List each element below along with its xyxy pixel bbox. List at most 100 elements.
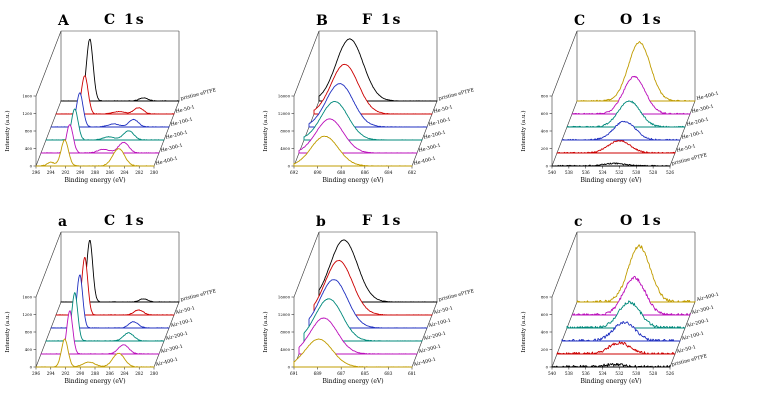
svg-text:He-50-1: He-50-1: [175, 104, 195, 115]
svg-text:Air-50-1: Air-50-1: [174, 305, 196, 316]
svg-text:12000: 12000: [278, 111, 291, 116]
panel-title: O 1s: [620, 12, 663, 28]
waterfall-plot-A: 0 400 800 1200 1600 296 294 292 290 288 286 284 282 2…: [0, 0, 258, 201]
svg-text:538: 538: [565, 371, 573, 376]
svg-text:294: 294: [47, 170, 55, 175]
svg-text:400: 400: [541, 128, 549, 133]
svg-text:526: 526: [666, 170, 674, 175]
svg-text:686: 686: [361, 170, 369, 175]
svg-text:Air-200-1: Air-200-1: [685, 318, 709, 330]
svg-text:Air-100-1: Air-100-1: [169, 318, 193, 330]
svg-text:534: 534: [599, 170, 607, 175]
svg-text:He-300-1: He-300-1: [691, 104, 714, 115]
svg-text:Binding energy (eV): Binding energy (eV): [322, 177, 383, 184]
svg-text:1200: 1200: [22, 111, 32, 116]
waterfall-svg: 0 4000 8000 12000 16000 691 689 687 685 683 681 Bin…: [262, 231, 475, 385]
svg-text:Intensity (a.u.): Intensity (a.u.): [520, 312, 527, 353]
svg-text:530: 530: [632, 170, 640, 175]
svg-text:800: 800: [541, 93, 549, 98]
svg-text:pristine ePTFE: pristine ePTFE: [180, 288, 217, 303]
svg-text:0: 0: [288, 364, 291, 369]
svg-text:He-200-1: He-200-1: [423, 130, 446, 141]
waterfall-svg: 0 200 400 600 800 540 538 536 534 532 530 528 526 Bin…: [520, 30, 719, 184]
svg-text:296: 296: [32, 170, 40, 175]
svg-text:681: 681: [408, 371, 416, 376]
svg-text:800: 800: [25, 128, 33, 133]
svg-text:Intensity (a.u.): Intensity (a.u.): [262, 312, 269, 353]
svg-text:600: 600: [541, 312, 549, 317]
svg-text:1600: 1600: [22, 93, 32, 98]
svg-text:800: 800: [25, 329, 33, 334]
svg-text:He-50-1: He-50-1: [433, 104, 453, 115]
panel-letter: C: [574, 13, 586, 29]
panel-letter: a: [58, 214, 68, 230]
svg-text:16000: 16000: [278, 294, 291, 299]
svg-text:690: 690: [314, 170, 322, 175]
svg-text:pristine ePTFE: pristine ePTFE: [438, 87, 475, 102]
panel-letter: A: [58, 13, 69, 29]
svg-text:687: 687: [337, 371, 345, 376]
svg-text:Intensity (a.u.): Intensity (a.u.): [4, 312, 11, 353]
svg-text:Air-100-1: Air-100-1: [427, 318, 451, 330]
waterfall-plot-a: 0 400 800 1200 1600 296 294 292 290 288 286 284 282 2…: [0, 201, 258, 402]
svg-text:4000: 4000: [280, 146, 290, 151]
svg-text:284: 284: [121, 170, 129, 175]
svg-text:4000: 4000: [280, 347, 290, 352]
svg-text:Intensity (a.u.): Intensity (a.u.): [262, 111, 269, 152]
panel-letter: b: [316, 214, 326, 230]
panel-a-c1s-air: a C 1s 0 400 800 1200 1600 296 294 292 290 288 286…: [0, 201, 258, 402]
svg-text:He-100-1: He-100-1: [681, 130, 704, 141]
svg-text:0: 0: [546, 163, 549, 168]
svg-text:600: 600: [541, 111, 549, 116]
svg-text:288: 288: [91, 170, 99, 175]
waterfall-plot-c: 0 200 400 600 800 540 538 536 534 532 530 528 526 Bin…: [516, 201, 774, 402]
svg-text:536: 536: [582, 170, 590, 175]
svg-text:0: 0: [30, 163, 33, 168]
svg-text:Intensity (a.u.): Intensity (a.u.): [4, 111, 11, 152]
svg-text:He-100-1: He-100-1: [428, 117, 451, 128]
svg-text:294: 294: [47, 371, 55, 376]
panel-title: F 1s: [362, 12, 403, 28]
svg-text:400: 400: [25, 347, 33, 352]
waterfall-plot-b: 0 4000 8000 12000 16000 691 689 687 685 683 681 Bin…: [258, 201, 516, 402]
panel-title: O 1s: [620, 213, 663, 229]
svg-text:Intensity (a.u.): Intensity (a.u.): [520, 111, 527, 152]
svg-text:Air-400-1: Air-400-1: [412, 357, 436, 369]
svg-text:540: 540: [548, 371, 556, 376]
svg-text:0: 0: [30, 364, 33, 369]
svg-text:532: 532: [615, 371, 623, 376]
svg-text:280: 280: [150, 371, 158, 376]
svg-text:Air-300-1: Air-300-1: [159, 344, 183, 356]
svg-text:286: 286: [106, 371, 114, 376]
waterfall-plot-B: 0 4000 8000 12000 16000 692 690 688 686 684 682 Bin…: [258, 0, 516, 201]
svg-text:Binding energy (eV): Binding energy (eV): [580, 378, 641, 385]
svg-text:Air-200-1: Air-200-1: [164, 331, 188, 343]
svg-text:He-50-1: He-50-1: [676, 143, 696, 154]
svg-text:He-200-1: He-200-1: [165, 130, 188, 141]
panel-title: C 1s: [104, 12, 146, 28]
svg-text:Air-300-1: Air-300-1: [417, 344, 441, 356]
svg-text:Air-200-1: Air-200-1: [422, 331, 446, 343]
svg-text:Binding energy (eV): Binding energy (eV): [322, 378, 383, 385]
svg-text:1600: 1600: [22, 294, 32, 299]
panel-letter: c: [574, 214, 583, 230]
panel-B-f1s-he: B F 1s 0 4000 8000 12000 16000 692 690 688 686 68…: [258, 0, 516, 201]
svg-text:540: 540: [548, 170, 556, 175]
svg-text:1200: 1200: [22, 312, 32, 317]
svg-text:528: 528: [649, 170, 657, 175]
svg-text:He-200-1: He-200-1: [686, 117, 709, 128]
svg-text:800: 800: [541, 294, 549, 299]
svg-text:684: 684: [384, 170, 392, 175]
waterfall-svg: 0 4000 8000 12000 16000 692 690 688 686 684 682 Bin…: [262, 30, 475, 184]
svg-text:288: 288: [91, 371, 99, 376]
svg-text:He-400-1: He-400-1: [155, 156, 178, 167]
svg-text:290: 290: [76, 371, 84, 376]
svg-text:689: 689: [314, 371, 322, 376]
svg-text:691: 691: [290, 371, 298, 376]
svg-text:683: 683: [384, 371, 392, 376]
svg-text:530: 530: [632, 371, 640, 376]
svg-text:692: 692: [290, 170, 298, 175]
svg-text:536: 536: [582, 371, 590, 376]
svg-text:16000: 16000: [278, 93, 291, 98]
